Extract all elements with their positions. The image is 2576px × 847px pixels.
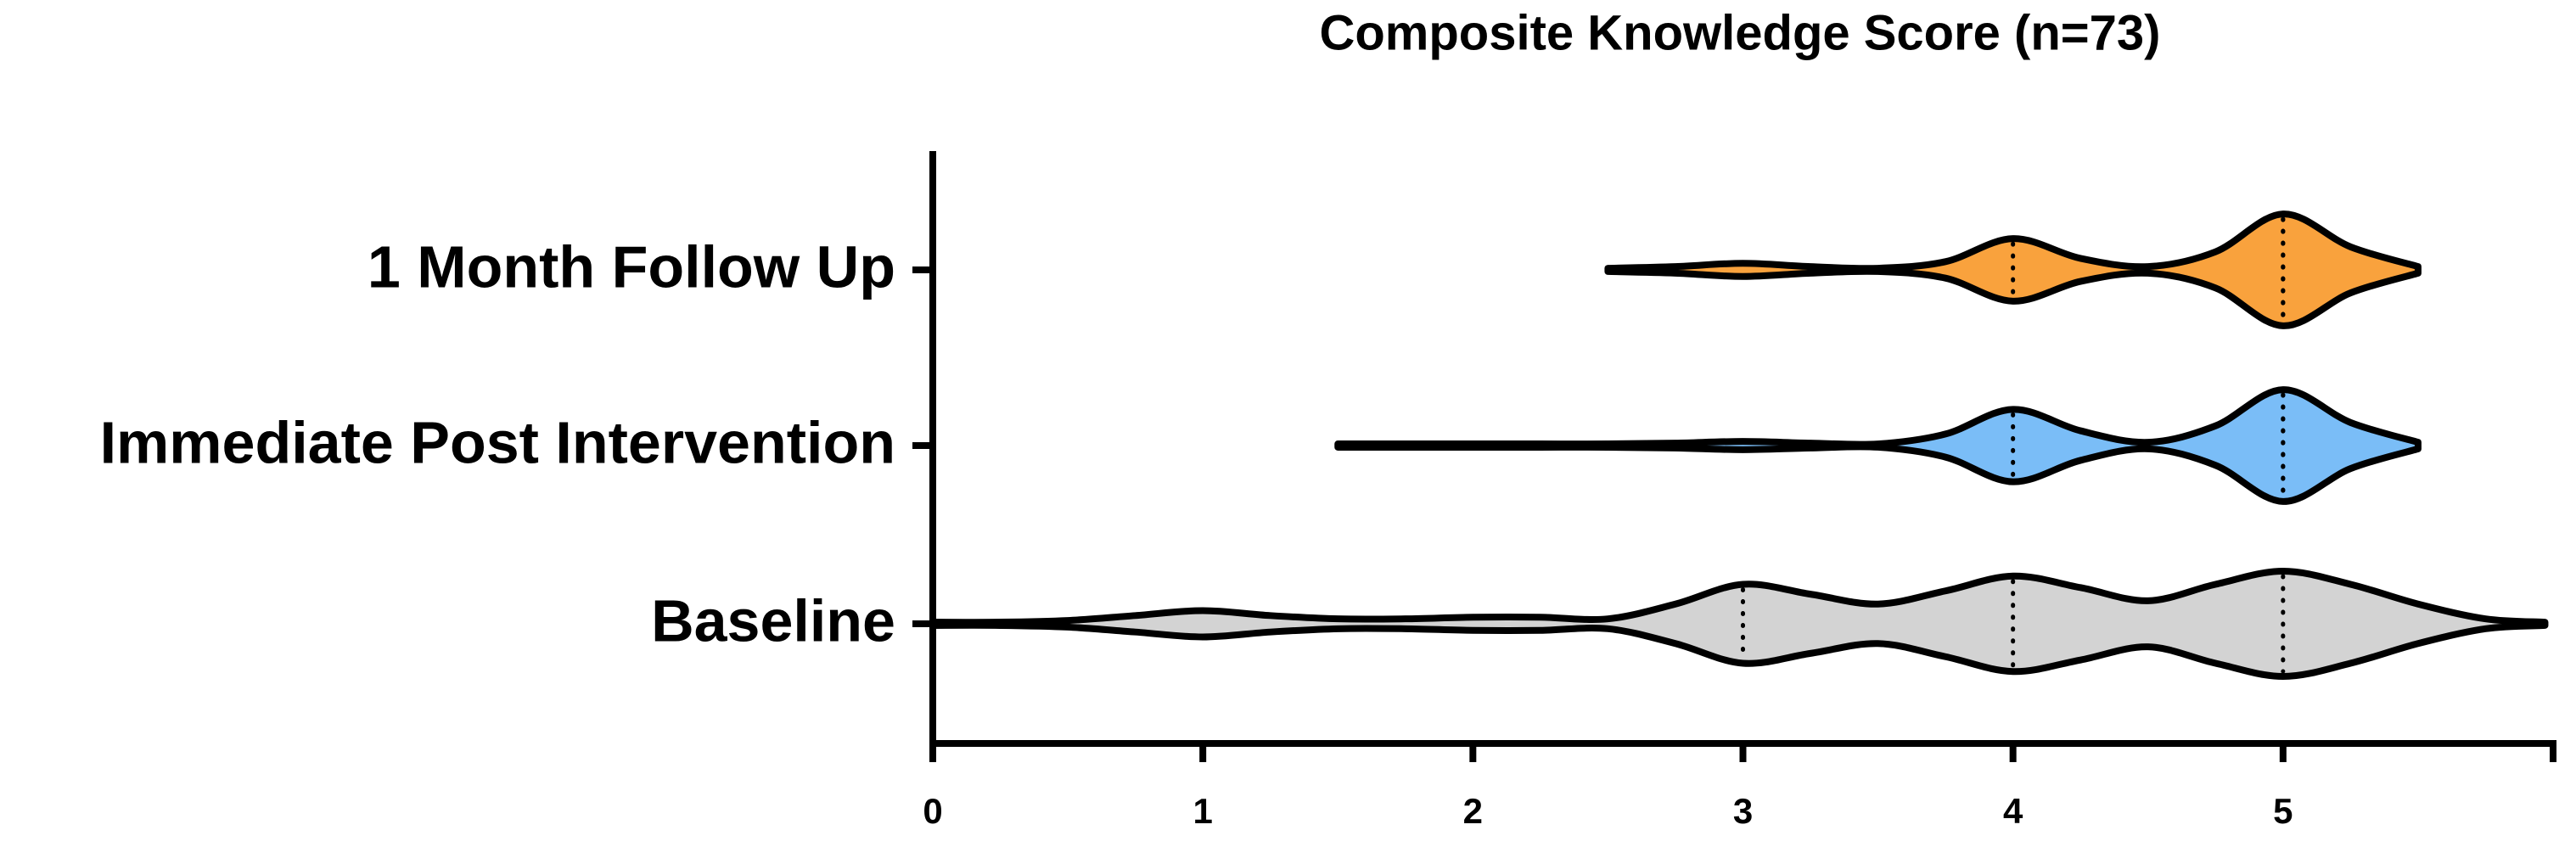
category-label: Immediate Post Intervention: [100, 409, 895, 475]
x-tick-label: 2: [1463, 791, 1483, 831]
x-tick-label: 3: [1733, 791, 1753, 831]
x-tick-label: 1: [1193, 791, 1212, 831]
violin: [1334, 386, 2422, 505]
chart-title: Composite Knowledge Score (n=73): [1319, 5, 2160, 60]
x-tick-label: 5: [2273, 791, 2293, 831]
violin: [929, 567, 2549, 681]
category-label: 1 Month Follow Up: [368, 233, 895, 300]
x-tick-label: 4: [2003, 791, 2023, 831]
category-label: Baseline: [651, 587, 895, 653]
x-tick-label: 0: [923, 791, 942, 831]
